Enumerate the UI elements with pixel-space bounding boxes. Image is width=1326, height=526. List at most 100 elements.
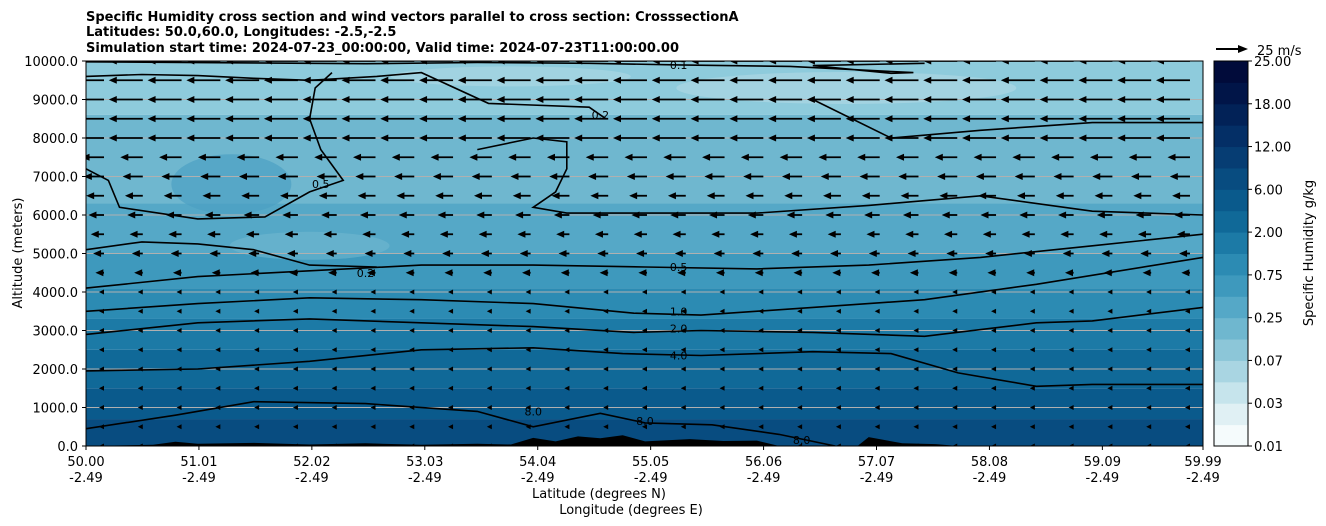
wind-vector — [448, 289, 454, 295]
wind-arrowhead — [859, 173, 868, 180]
wind-arrowhead — [316, 173, 325, 180]
wind-arrowhead — [786, 211, 795, 219]
colorbar-swatch — [1214, 339, 1248, 361]
contour-label: 0.1 — [670, 59, 688, 72]
wind-arrowhead — [90, 230, 99, 238]
wind-vector — [254, 289, 260, 295]
wind-vector — [835, 366, 841, 372]
wind-vector — [1146, 366, 1152, 372]
wind-vector — [254, 328, 260, 333]
wind-arrowhead — [163, 192, 172, 200]
wind-arrowhead — [923, 76, 932, 84]
contour-label: 8.0 — [636, 415, 654, 428]
x-axis: 50.00-2.4951.01-2.4952.02-2.4953.03-2.49… — [67, 446, 1222, 486]
wind-arrowhead — [944, 230, 953, 238]
wind-vector — [409, 308, 415, 314]
wind-arrowhead — [768, 61, 777, 65]
wind-arrowhead — [845, 134, 854, 142]
wind-vector — [137, 308, 143, 314]
y-tick-label: 9000.0 — [33, 94, 79, 109]
wind-arrowhead — [519, 250, 528, 257]
wind-arrowhead — [535, 61, 544, 65]
wind-arrowhead — [394, 173, 403, 180]
wind-arrowhead — [866, 230, 875, 238]
wind-vector — [525, 308, 531, 314]
wind-arrowhead — [729, 134, 738, 142]
wind-arrowhead — [302, 61, 311, 65]
wind-vector — [797, 385, 803, 391]
wind-arrowhead — [560, 269, 569, 277]
wind-vector — [1184, 424, 1190, 430]
wind-vector — [215, 308, 221, 314]
wind-arrowhead — [355, 173, 364, 180]
contour-line — [812, 98, 1203, 139]
y-tick-label: 3000.0 — [33, 325, 79, 340]
wind-arrowhead — [419, 76, 428, 84]
wind-vector — [409, 443, 415, 446]
wind-vector — [991, 289, 997, 295]
wind-arrowhead — [159, 153, 168, 161]
wind-arrowhead — [845, 61, 854, 65]
wind-arrowhead — [289, 269, 298, 277]
wind-vector — [176, 366, 182, 372]
y-axis-label: Altitude (meters) — [11, 198, 26, 309]
wind-vector — [874, 366, 880, 372]
y-tick-label: 2000.0 — [33, 363, 79, 378]
wind-arrowhead — [898, 173, 907, 180]
wind-arrowhead — [325, 250, 334, 257]
wind-arrowhead — [419, 134, 428, 142]
wind-vector — [486, 366, 492, 372]
wind-arrowhead — [806, 115, 815, 123]
wind-arrowhead — [784, 192, 793, 200]
wind-vector — [680, 289, 686, 295]
contour-line — [86, 346, 1203, 388]
wind-vector — [370, 424, 376, 430]
wind-arrowhead — [129, 230, 138, 238]
colorbar: 25.00 18.00 12.00 6.00 2.00 0.75 0.25 0.07 0.03 0… — [1213, 55, 1291, 455]
wind-vector — [486, 308, 492, 314]
wind-arrowhead — [323, 230, 332, 238]
wind-vector — [448, 366, 454, 372]
wind-arrowhead — [1155, 61, 1164, 65]
wind-arrowhead — [599, 269, 608, 277]
wind-arrowhead — [1000, 115, 1009, 123]
wind-arrowhead — [1021, 230, 1030, 238]
humidity-band — [86, 388, 1203, 420]
wind-arrowhead — [403, 250, 412, 257]
wind-arrowhead — [1117, 115, 1126, 123]
wind-vector — [1029, 385, 1035, 391]
x-tick-label-lon: -2.49 — [69, 471, 103, 486]
wind-arrowhead — [948, 269, 957, 277]
wind-vector — [641, 443, 647, 446]
title-line-1: Specific Humidity cross section and wind… — [86, 10, 739, 25]
wind-vector — [603, 424, 609, 430]
wind-arrowhead — [250, 269, 259, 277]
contour-labels: 0.1 0.2 0.5 0.2 0.5 1.0 2.0 4.0 8.0 8.0 8.0 — [312, 59, 810, 447]
wind-arrowhead — [401, 230, 410, 238]
wind-vector — [254, 385, 260, 391]
quiver-key: 25 m/s — [1216, 44, 1302, 59]
terrain-silhouette — [86, 435, 1203, 446]
wind-vector — [758, 289, 764, 295]
wind-vector — [835, 328, 841, 333]
wind-arrowhead — [558, 250, 567, 257]
wind-vector — [99, 289, 104, 295]
wind-arrowhead — [868, 250, 877, 257]
wind-vector — [292, 347, 298, 353]
wind-vector — [1029, 366, 1035, 372]
wind-arrowhead — [791, 250, 800, 257]
wind-arrowhead — [474, 192, 483, 200]
wind-arrowhead — [483, 269, 492, 277]
wind-vector — [448, 347, 454, 353]
wind-arrowhead — [553, 211, 562, 219]
wind-vector — [1107, 385, 1113, 391]
wind-vector — [448, 405, 454, 410]
wind-vector — [409, 405, 415, 410]
wind-arrowhead — [457, 76, 466, 84]
wind-arrowhead — [302, 115, 311, 123]
wind-arrowhead — [884, 134, 893, 142]
wind-arrowhead — [364, 250, 373, 257]
wind-arrowhead — [729, 76, 738, 84]
wind-vector — [758, 308, 764, 314]
wind-arrowhead — [934, 153, 943, 161]
